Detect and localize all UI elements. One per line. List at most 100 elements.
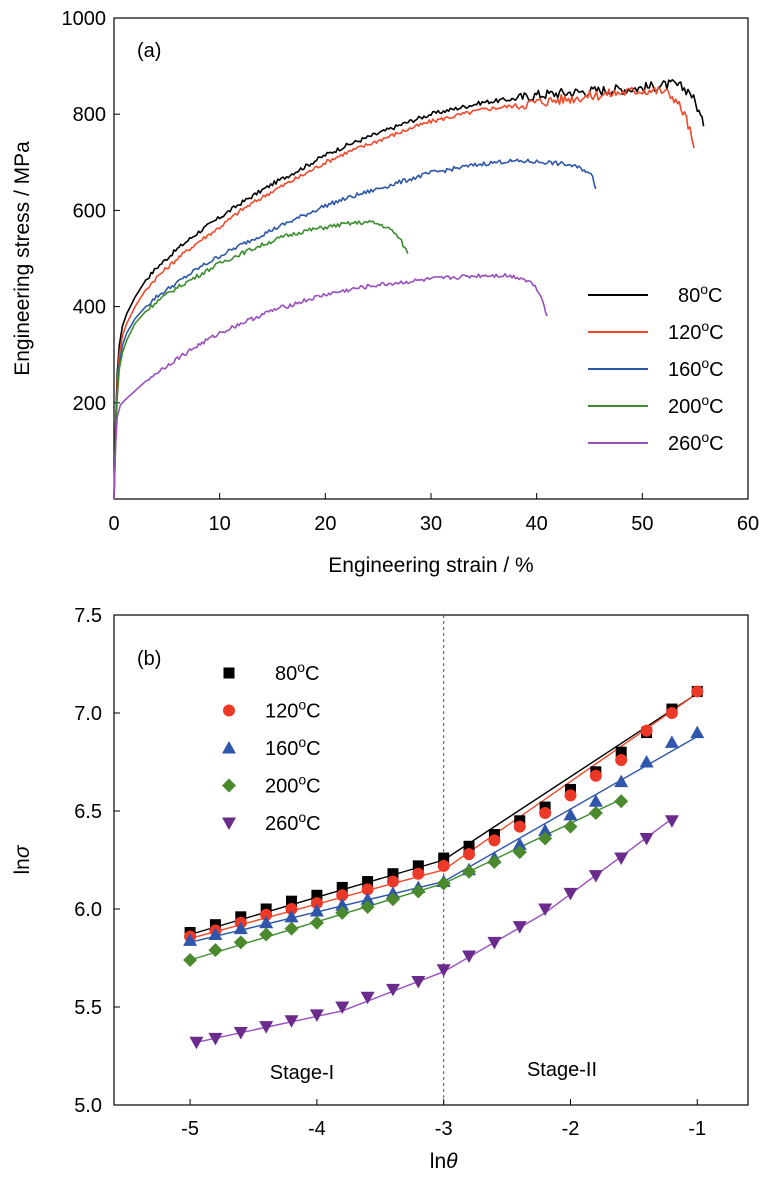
panel-a-x-axis-title: Engineering strain / % — [328, 554, 533, 577]
legend-value: 160 — [265, 738, 298, 760]
panel-b-label: (b) — [137, 648, 161, 670]
panel-b-legend-marker — [223, 667, 235, 679]
panel-b-data-point-120 — [336, 889, 349, 902]
legend-unit: C — [306, 813, 320, 835]
panel-b-data-point-260 — [614, 852, 629, 866]
panel-b-data-point-160 — [512, 837, 527, 850]
stage-i-annotation: Stage-I — [270, 1062, 334, 1084]
panel-a-y-ticks: 200 400 600 800 1000 — [62, 8, 120, 415]
panel-b-plot-frame — [113, 614, 749, 1106]
panel-b-data-point-120 — [437, 859, 450, 872]
panel-b-data-point-160 — [284, 909, 299, 923]
panel-b-data-point-260 — [335, 1001, 350, 1014]
panel-b-series-group — [183, 685, 705, 1050]
panel-b-data-point-80 — [412, 860, 424, 872]
legend-unit: C — [709, 322, 723, 344]
panel-b-legend-label: 200oC — [265, 772, 321, 798]
panel-b-y-axis-title: lnσ — [11, 844, 34, 874]
panel-b-legend-label: 260oC — [265, 809, 321, 835]
panel-b-data-point-120 — [640, 724, 653, 737]
panel-b-data-point-200 — [614, 794, 629, 809]
panel-b-data-point-80 — [336, 881, 348, 893]
panel-b-data-point-200 — [259, 927, 274, 942]
legend-degree: o — [701, 355, 709, 371]
panel-a-x-tick-label: 40 — [526, 513, 548, 535]
panel-b-data-point-120 — [615, 754, 628, 767]
legend-unit: C — [709, 433, 723, 455]
panel-b-x-tick-label: -1 — [688, 1118, 706, 1140]
panel-b-x-tick-label: -5 — [181, 1118, 199, 1140]
panel-b-data-point-200 — [462, 864, 477, 879]
panel-a-legend-label: 80oC — [678, 281, 723, 307]
panel-b-data-point-260 — [487, 936, 502, 950]
panel-b-data-point-160 — [360, 892, 375, 905]
panel-b-y-tick-label: 7.5 — [74, 605, 102, 627]
panel-b-data-point-200 — [335, 905, 350, 920]
legend-unit: C — [305, 663, 319, 685]
panel-b-y-axis-symbol: σ — [11, 844, 34, 858]
legend-value: 120 — [265, 701, 298, 723]
panel-b-y-axis-prefix: ln — [11, 858, 34, 874]
panel-a-y-axis-title: Engineering stress / MPa — [11, 141, 34, 376]
panel-b-data-point-260 — [639, 832, 654, 846]
panel-b-data-point-200 — [183, 952, 198, 967]
panel-b-data-point-260 — [538, 903, 553, 916]
legend-degree: o — [298, 809, 306, 825]
panel-b-data-point-80 — [311, 889, 323, 901]
panel-a-y-tick-label: 600 — [73, 200, 106, 222]
panel-b-data-point-80 — [387, 868, 399, 880]
panel-b-data-point-160 — [563, 807, 578, 821]
panel-b-data-point-260 — [462, 950, 477, 964]
panel-b-data-point-200 — [233, 935, 248, 950]
panel-b-y-tick-label: 6.0 — [74, 899, 102, 921]
panel-a-x-tick-label: 20 — [314, 513, 336, 535]
panel-a-series-line-120 — [113, 86, 695, 500]
panel-b-data-point-120 — [564, 789, 577, 802]
panel-b-data-point-120 — [665, 707, 678, 719]
panel-b-data-point-200 — [563, 819, 578, 834]
legend-value: 80 — [275, 663, 297, 685]
panel-b-data-point-80 — [286, 895, 298, 907]
panel-b-data-point-260 — [360, 991, 375, 1005]
panel-b-data-point-120 — [310, 897, 323, 910]
panel-b-data-point-160 — [588, 794, 603, 807]
panel-a-legend-label: 160oC — [668, 355, 724, 381]
panel-b-y-tick-label: 5.0 — [74, 1095, 102, 1117]
panel-b-data-point-260 — [385, 983, 400, 997]
panel-a-y-tick-label: 1000 — [62, 8, 107, 30]
panel-b-data-point-200 — [284, 921, 299, 936]
panel-b-data-point-260 — [588, 870, 603, 883]
panel-a-y-tick-label: 400 — [73, 297, 106, 319]
panel-a-x-tick-label: 50 — [631, 513, 653, 535]
legend-value: 200 — [265, 776, 298, 798]
panel-a-legend-label: 260oC — [668, 429, 724, 455]
legend-value: 160 — [668, 359, 701, 381]
panel-b-legend-marker — [222, 741, 236, 754]
panel-b-data-point-80 — [362, 876, 374, 888]
panel-a-x-tick-label: 60 — [737, 513, 759, 535]
panel-a-legend-label: 120oC — [668, 318, 724, 344]
legend-value: 200 — [668, 396, 701, 418]
panel-b-data-point-160 — [309, 903, 324, 917]
legend-degree: o — [701, 392, 709, 408]
panel-b-data-point-160 — [183, 933, 198, 946]
panel-b-x-tick-label: -3 — [435, 1118, 453, 1140]
panel-a-label: (a) — [137, 40, 161, 62]
panel-b-legend-label: 160oC — [265, 734, 321, 760]
panel-a-series-line-160 — [113, 158, 597, 500]
panel-b-data-point-260 — [563, 887, 578, 901]
legend-degree: o — [297, 659, 305, 675]
panel-b-data-point-260 — [259, 1021, 274, 1034]
panel-b-legend-label: 120oC — [265, 697, 321, 723]
legend-unit: C — [709, 396, 723, 418]
panel-b-data-point-120 — [463, 848, 476, 861]
panel-b-data-point-160 — [259, 915, 274, 929]
panel-b-x-axis-prefix: ln — [430, 1150, 446, 1173]
panel-a-x-ticks: 0 10 20 30 40 50 60 — [108, 493, 759, 535]
legend-unit: C — [709, 359, 723, 381]
panel-b-data-point-120 — [260, 908, 273, 921]
panel-b-data-point-120 — [361, 883, 374, 896]
